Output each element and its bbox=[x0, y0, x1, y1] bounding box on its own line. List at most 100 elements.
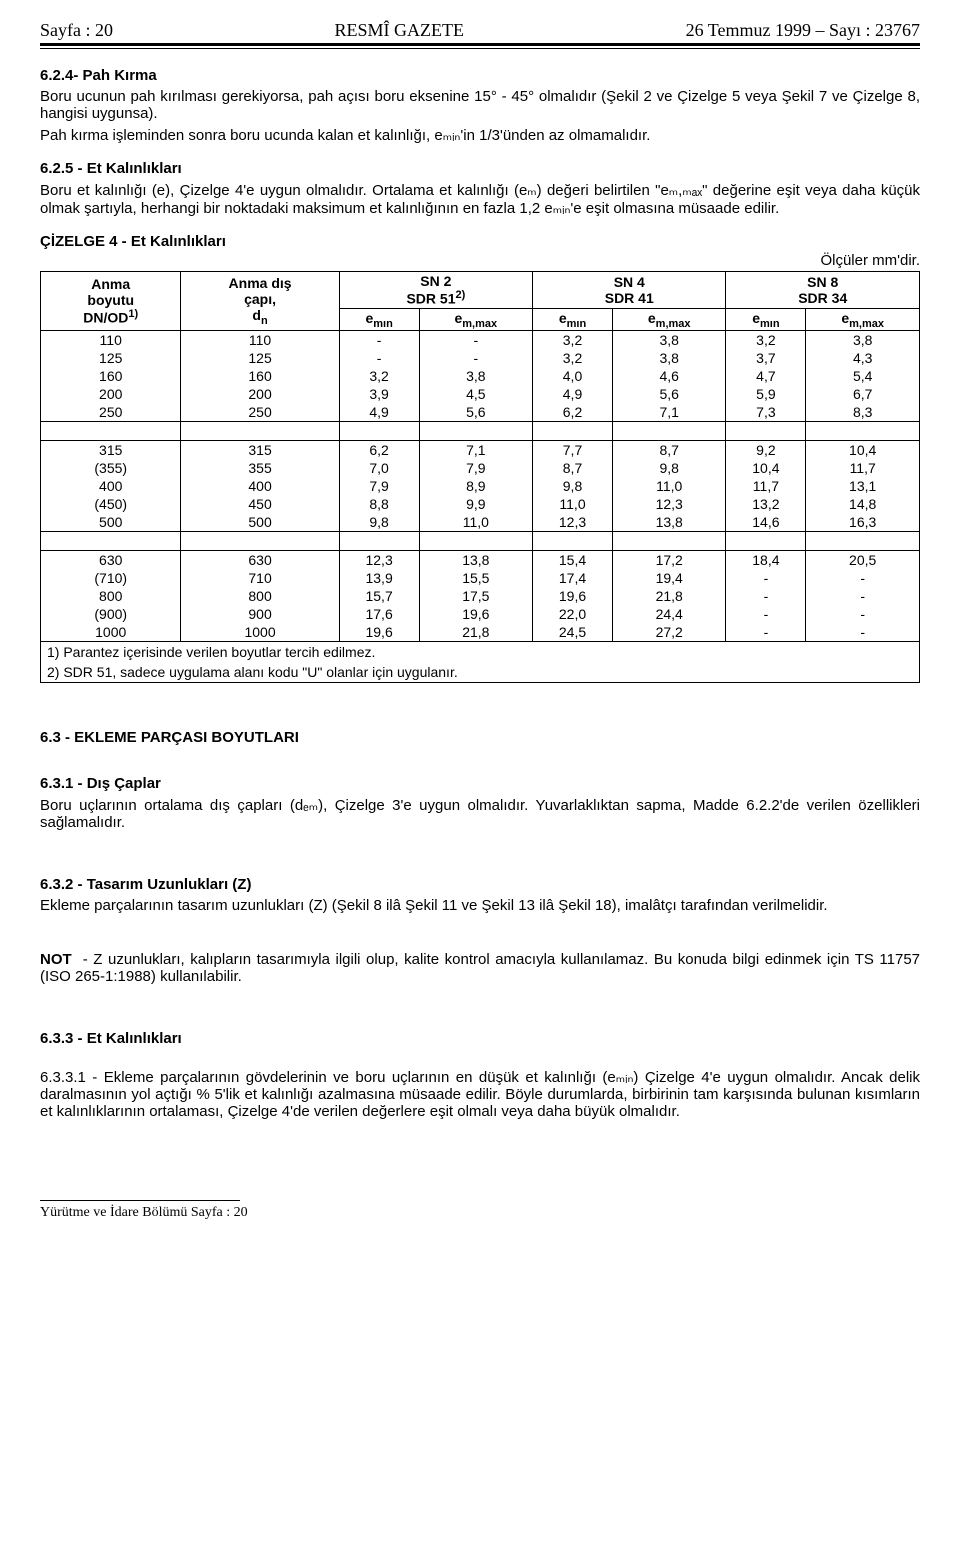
table-cell: 200 bbox=[41, 385, 181, 403]
table-cell: 7,7 bbox=[533, 441, 613, 460]
table-cell: - bbox=[806, 569, 920, 587]
table4-body: 110110--3,23,83,23,8125125--3,23,83,74,3… bbox=[41, 331, 920, 642]
not-text: - Z uzunlukları, kalıpların tasarımıyla … bbox=[40, 951, 920, 985]
table-cell: 355 bbox=[181, 459, 339, 477]
header-right: 26 Temmuz 1999 – Sayı : 23767 bbox=[686, 20, 920, 41]
table-cell: 14,8 bbox=[806, 495, 920, 513]
table-cell: 800 bbox=[181, 587, 339, 605]
section-6331-p1: 6.3.3.1 - Ekleme parçalarının gövdelerin… bbox=[40, 1068, 920, 1120]
table-cell: 19,6 bbox=[533, 587, 613, 605]
table-cell: 6,2 bbox=[339, 441, 419, 460]
header-rule bbox=[40, 43, 920, 49]
table-cell: 125 bbox=[181, 349, 339, 367]
table-cell: 3,7 bbox=[726, 349, 806, 367]
table-cell: - bbox=[339, 331, 419, 350]
table-cell: 27,2 bbox=[612, 623, 726, 642]
table-cell: 110 bbox=[41, 331, 181, 350]
table-cell: 12,3 bbox=[339, 551, 419, 570]
table-row: (900)90017,619,622,024,4-- bbox=[41, 605, 920, 623]
table-cell: 4,5 bbox=[419, 385, 533, 403]
table-cell: 15,5 bbox=[419, 569, 533, 587]
table-cell: 5,6 bbox=[612, 385, 726, 403]
table-cell: - bbox=[726, 605, 806, 623]
table-cell: - bbox=[419, 331, 533, 350]
table-cell: 9,8 bbox=[612, 459, 726, 477]
th-emin-3: emın bbox=[726, 308, 806, 331]
table-cell: 13,2 bbox=[726, 495, 806, 513]
table-row: 1000100019,621,824,527,2-- bbox=[41, 623, 920, 642]
table-cell: 710 bbox=[181, 569, 339, 587]
table-cell: 11,0 bbox=[533, 495, 613, 513]
table-cell: - bbox=[339, 349, 419, 367]
table-cell: 11,7 bbox=[726, 477, 806, 495]
table-cell: 7,9 bbox=[419, 459, 533, 477]
table-cell: 18,4 bbox=[726, 551, 806, 570]
table-cell: 110 bbox=[181, 331, 339, 350]
table-cell: 3,2 bbox=[533, 349, 613, 367]
header-center: RESMÎ GAZETE bbox=[335, 20, 465, 41]
table-cell: 9,9 bbox=[419, 495, 533, 513]
table-cell: 17,4 bbox=[533, 569, 613, 587]
table-cell: 17,2 bbox=[612, 551, 726, 570]
table-cell: - bbox=[806, 587, 920, 605]
th-emax-3: em,max bbox=[806, 308, 920, 331]
table-cell: - bbox=[726, 623, 806, 642]
table-cell: 21,8 bbox=[419, 623, 533, 642]
table-cell: 6,2 bbox=[533, 403, 613, 422]
th-emin-2: emın bbox=[533, 308, 613, 331]
table-cell: 4,3 bbox=[806, 349, 920, 367]
table-row: 110110--3,23,83,23,8 bbox=[41, 331, 920, 350]
table-cell: (710) bbox=[41, 569, 181, 587]
table-cell: 19,6 bbox=[419, 605, 533, 623]
table-cell: 13,9 bbox=[339, 569, 419, 587]
table-cell: 8,8 bbox=[339, 495, 419, 513]
table-cell: 13,8 bbox=[612, 513, 726, 532]
th-anma-boyutu: Anma boyutu DN/OD1) bbox=[41, 272, 181, 331]
table-cell: 7,1 bbox=[419, 441, 533, 460]
table-cell: 5,6 bbox=[419, 403, 533, 422]
table-cell: 11,0 bbox=[419, 513, 533, 532]
footer-rule bbox=[40, 1200, 240, 1201]
table-cell: 5,9 bbox=[726, 385, 806, 403]
table-cell: 500 bbox=[181, 513, 339, 532]
not-label: NOT bbox=[40, 951, 72, 968]
table-cell: 8,9 bbox=[419, 477, 533, 495]
table-cell: 315 bbox=[41, 441, 181, 460]
table-cell: 11,0 bbox=[612, 477, 726, 495]
table-cell: 315 bbox=[181, 441, 339, 460]
table-cell: 9,8 bbox=[339, 513, 419, 532]
table-cell: 5,4 bbox=[806, 367, 920, 385]
table-cell: 6,7 bbox=[806, 385, 920, 403]
table-cell: 9,2 bbox=[726, 441, 806, 460]
th-anma-dis: Anma dış çapı, dn bbox=[181, 272, 339, 331]
th-emin-1: emın bbox=[339, 308, 419, 331]
th-sn4: SN 4 SDR 41 bbox=[533, 272, 726, 309]
table4-footnote-1: 1) Parantez içerisinde verilen boyutlar … bbox=[41, 642, 920, 663]
table-spacer bbox=[41, 532, 920, 551]
table-cell: 630 bbox=[41, 551, 181, 570]
table-row: 63063012,313,815,417,218,420,5 bbox=[41, 551, 920, 570]
header-left: Sayfa : 20 bbox=[40, 20, 113, 41]
th-sn8: SN 8 SDR 34 bbox=[726, 272, 920, 309]
section-631-title: 6.3.1 - Dış Çaplar bbox=[40, 775, 920, 792]
table-cell: 4,6 bbox=[612, 367, 726, 385]
table-cell: 400 bbox=[181, 477, 339, 495]
table-cell: 3,2 bbox=[339, 367, 419, 385]
table-cell: 900 bbox=[181, 605, 339, 623]
table-cell: 24,5 bbox=[533, 623, 613, 642]
table-cell: 4,9 bbox=[533, 385, 613, 403]
table-cell: 13,8 bbox=[419, 551, 533, 570]
section-63-title: 6.3 - EKLEME PARÇASI BOYUTLARI bbox=[40, 729, 920, 746]
table-cell: 17,6 bbox=[339, 605, 419, 623]
th-emax-2: em,max bbox=[612, 308, 726, 331]
footer-text: Yürütme ve İdare Bölümü Sayfa : 20 bbox=[40, 1205, 920, 1221]
table-row: 2002003,94,54,95,65,96,7 bbox=[41, 385, 920, 403]
table-cell: 3,8 bbox=[806, 331, 920, 350]
table-row: 1601603,23,84,04,64,75,4 bbox=[41, 367, 920, 385]
table-cell: 16,3 bbox=[806, 513, 920, 532]
table4: Anma boyutu DN/OD1) Anma dış çapı, dn SN… bbox=[40, 271, 920, 683]
section-624-p1: Boru ucunun pah kırılması gerekiyorsa, p… bbox=[40, 88, 920, 122]
table-cell: 19,6 bbox=[339, 623, 419, 642]
table4-title: ÇİZELGE 4 - Et Kalınlıkları bbox=[40, 233, 920, 250]
table-cell: 12,3 bbox=[533, 513, 613, 532]
